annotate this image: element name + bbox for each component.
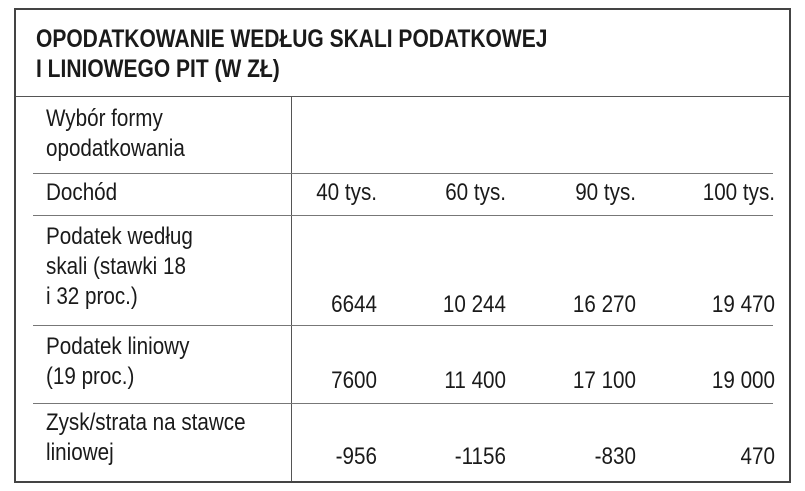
scale-tax-cell: 16 270 <box>572 291 636 318</box>
row-label-scale-tax: Podatek według skali (stawki 18 i 32 pro… <box>46 223 193 310</box>
gain-loss-cell: 470 <box>740 443 775 470</box>
table-title: OPODATKOWANIE WEDŁUG SKALI PODATKOWEJ I … <box>36 24 658 84</box>
scale-tax-cell: 10 244 <box>442 291 506 318</box>
linear-tax-cell: 7600 <box>331 367 377 394</box>
income-cell: 90 tys. <box>575 179 636 206</box>
row-divider <box>33 173 773 174</box>
table-title-line2: I LINIOWEGO PIT (W ZŁ) <box>36 55 280 83</box>
linear-tax-cell: 17 100 <box>572 367 636 394</box>
row-label-gain-loss: Zysk/strata na stawce liniowej <box>46 409 246 466</box>
row-divider <box>33 403 773 404</box>
table-frame: OPODATKOWANIE WEDŁUG SKALI PODATKOWEJ I … <box>14 8 791 483</box>
gain-loss-cell: -956 <box>335 443 377 470</box>
income-cell: 60 tys. <box>445 179 506 206</box>
income-cell: 40 tys. <box>316 179 377 206</box>
scale-tax-cell: 19 470 <box>711 291 775 318</box>
title-divider <box>16 96 789 97</box>
linear-tax-cell: 11 400 <box>444 367 506 394</box>
row-label-linear-tax: Podatek liniowy (19 proc.) <box>46 333 190 390</box>
column-divider <box>291 96 292 481</box>
row-label-income: Dochód <box>46 179 118 206</box>
row-divider <box>33 215 773 216</box>
income-cell: 100 tys. <box>702 179 775 206</box>
row-label-choice: Wybór formy opodatkowania <box>46 105 185 162</box>
linear-tax-cell: 19 000 <box>711 367 775 394</box>
table-title-line1: OPODATKOWANIE WEDŁUG SKALI PODATKOWEJ <box>36 25 548 53</box>
scale-tax-cell: 6644 <box>331 291 377 318</box>
gain-loss-cell: -830 <box>594 443 636 470</box>
row-divider <box>33 325 773 326</box>
gain-loss-cell: -1156 <box>454 443 506 470</box>
